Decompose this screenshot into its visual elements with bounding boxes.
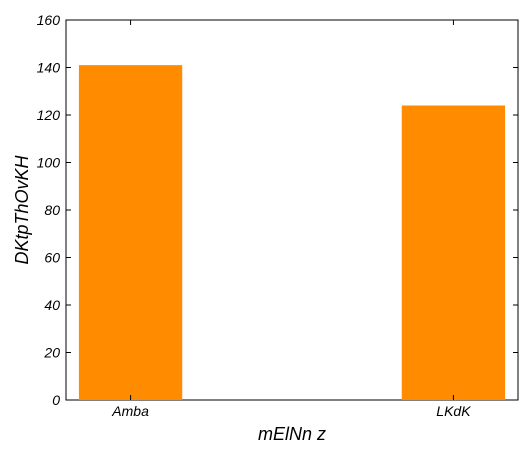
y-tick-label: 40 [44, 297, 60, 313]
x-tick-label: LKdK [436, 403, 471, 419]
y-tick-label: 20 [43, 345, 60, 361]
y-tick-label: 140 [37, 60, 61, 76]
y-tick-label: 0 [52, 392, 60, 408]
y-tick-label: 100 [37, 155, 61, 171]
x-tick-label: Amba [111, 403, 149, 419]
y-tick-label: 60 [44, 250, 60, 266]
bar-lkdk [401, 105, 506, 400]
y-axis-label: DKtpThOvKH [12, 154, 32, 264]
y-tick-label: 80 [44, 202, 60, 218]
y-tick-label: 120 [37, 107, 61, 123]
bar-amba [78, 65, 183, 400]
x-axis-ticks: Amba LKdK [111, 20, 471, 419]
y-tick-label: 160 [37, 12, 61, 28]
x-axis-label: mElNn z [258, 424, 326, 444]
bars-group [78, 65, 506, 400]
y-axis-ticks: 0 20 40 60 80 100 120 140 160 [37, 12, 518, 408]
